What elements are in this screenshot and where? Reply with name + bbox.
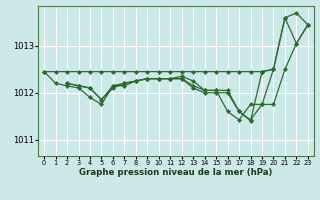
X-axis label: Graphe pression niveau de la mer (hPa): Graphe pression niveau de la mer (hPa) <box>79 168 273 177</box>
